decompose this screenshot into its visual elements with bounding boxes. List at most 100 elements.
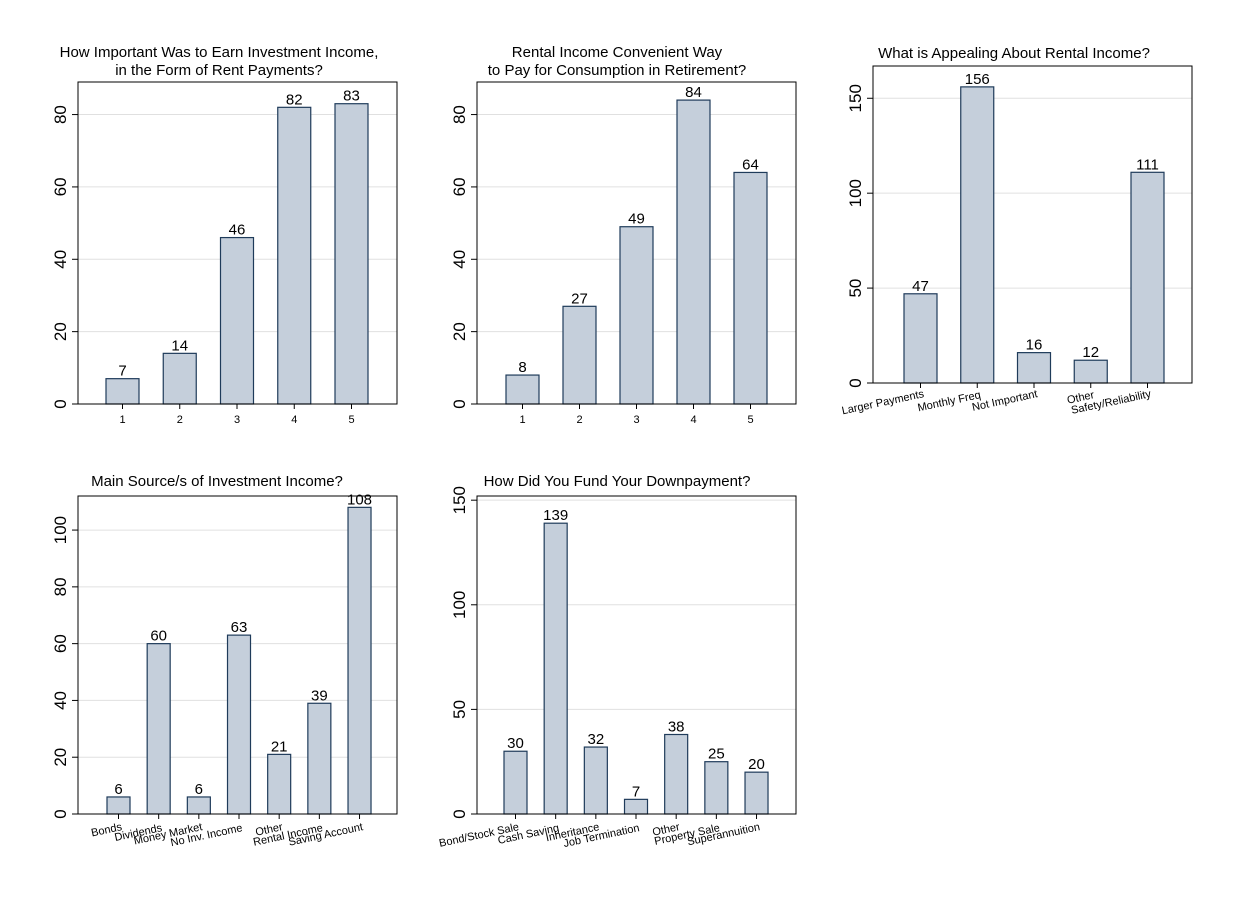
y-tick-label: 0 bbox=[846, 378, 865, 387]
bar-value-label: 6 bbox=[114, 781, 122, 798]
bar bbox=[562, 305, 597, 405]
panel-2: 0 20 40 60 80 8 1 27 2 49 3 84 4 64 5 Rental Income Co… bbox=[450, 44, 797, 426]
bar-value-label: 64 bbox=[742, 156, 759, 173]
category-label: 2 bbox=[177, 414, 183, 426]
panel-3-title-line-1: What is Appealing About Rental Income? bbox=[878, 45, 1150, 62]
bar-value-label: 84 bbox=[685, 84, 702, 101]
y-tick-label: 60 bbox=[51, 634, 70, 653]
panel-4-plot-frame bbox=[77, 495, 398, 815]
bar bbox=[106, 796, 131, 815]
panel-1: 0 20 40 60 80 7 1 14 2 46 3 82 4 83 5 How Important Wa… bbox=[51, 44, 398, 426]
bar-value-label: 39 bbox=[311, 687, 328, 704]
category-label: Other bbox=[1066, 389, 1096, 407]
category-label: 4 bbox=[291, 414, 297, 426]
category-label: 3 bbox=[234, 414, 240, 426]
bar bbox=[583, 746, 608, 815]
y-tick-label: 100 bbox=[450, 591, 469, 619]
bar bbox=[226, 634, 252, 815]
y-tick-label: 80 bbox=[51, 577, 70, 596]
bar-value-label: 6 bbox=[195, 781, 203, 798]
bar bbox=[960, 86, 995, 384]
bar-value-label: 108 bbox=[347, 491, 372, 508]
bar bbox=[733, 171, 768, 405]
bar-value-label: 14 bbox=[171, 337, 188, 354]
category-label: 1 bbox=[519, 414, 525, 426]
category-label: 1 bbox=[119, 414, 125, 426]
bar bbox=[267, 753, 292, 815]
y-tick-label: 20 bbox=[450, 322, 469, 341]
bar bbox=[219, 236, 255, 405]
bar-value-label: 46 bbox=[229, 222, 246, 239]
bar bbox=[744, 771, 769, 815]
category-label: 5 bbox=[747, 414, 753, 426]
bar-value-label: 27 bbox=[571, 290, 588, 307]
bar bbox=[334, 103, 369, 405]
bar bbox=[543, 522, 568, 815]
bar-value-label: 7 bbox=[118, 363, 126, 380]
panel-5-plot-frame bbox=[476, 495, 797, 815]
category-label: 5 bbox=[348, 414, 354, 426]
y-tick-label: 50 bbox=[846, 279, 865, 298]
bar-value-label: 21 bbox=[271, 738, 288, 755]
bar bbox=[1130, 171, 1165, 384]
bar bbox=[105, 378, 140, 405]
bar-value-label: 8 bbox=[518, 359, 526, 376]
y-tick-label: 60 bbox=[450, 177, 469, 196]
bar bbox=[307, 702, 332, 815]
y-tick-label: 80 bbox=[51, 105, 70, 124]
bar-value-label: 25 bbox=[708, 746, 725, 763]
y-tick-label: 0 bbox=[450, 809, 469, 818]
bar-value-label: 7 bbox=[632, 783, 640, 800]
y-tick-label: 80 bbox=[450, 105, 469, 124]
panel-2-title-line-1: Rental Income Convenient Way bbox=[512, 44, 723, 61]
y-tick-label: 0 bbox=[51, 399, 70, 408]
y-tick-label: 40 bbox=[51, 250, 70, 269]
y-tick-label: 40 bbox=[51, 691, 70, 710]
bar bbox=[619, 226, 654, 405]
panel-1-title-line-1: How Important Was to Earn Investment Inc… bbox=[60, 44, 379, 61]
bar bbox=[146, 643, 171, 815]
bar bbox=[277, 106, 312, 405]
bar-value-label: 111 bbox=[1136, 156, 1159, 173]
bar bbox=[505, 374, 540, 405]
y-tick-label: 0 bbox=[51, 809, 70, 818]
category-label: 3 bbox=[633, 414, 639, 426]
panel-1-plot-frame bbox=[77, 81, 398, 405]
bar-value-label: 30 bbox=[507, 735, 524, 752]
panel-2-title-line-2: to Pay for Consumption in Retirement? bbox=[488, 62, 746, 79]
y-tick-label: 40 bbox=[450, 250, 469, 269]
panel-3-plot-frame bbox=[872, 65, 1193, 384]
category-label: Other bbox=[651, 821, 681, 839]
bar bbox=[1016, 352, 1052, 384]
y-tick-label: 60 bbox=[51, 177, 70, 196]
bar-value-label: 60 bbox=[150, 628, 167, 645]
bar-value-label: 63 bbox=[231, 619, 248, 636]
y-tick-label: 100 bbox=[846, 179, 865, 207]
y-tick-label: 20 bbox=[51, 748, 70, 767]
bar-value-label: 12 bbox=[1082, 344, 1099, 361]
bar bbox=[186, 796, 211, 815]
y-tick-label: 150 bbox=[846, 84, 865, 112]
bar-value-label: 156 bbox=[965, 71, 990, 88]
y-tick-label: 20 bbox=[51, 322, 70, 341]
bar bbox=[664, 733, 689, 815]
bar bbox=[676, 99, 711, 405]
y-tick-label: 50 bbox=[450, 700, 469, 719]
category-label: 2 bbox=[576, 414, 582, 426]
y-tick-label: 0 bbox=[450, 399, 469, 408]
bar-value-label: 82 bbox=[286, 91, 303, 108]
panel-2-plot-frame bbox=[476, 81, 797, 405]
panel-1-title-line-2: in the Form of Rent Payments? bbox=[115, 62, 323, 79]
bar-value-label: 47 bbox=[912, 278, 929, 295]
bar-value-label: 20 bbox=[748, 756, 765, 773]
y-tick-label: 100 bbox=[51, 516, 70, 544]
bar bbox=[623, 798, 649, 815]
category-label: 4 bbox=[690, 414, 696, 426]
bar bbox=[704, 761, 729, 815]
category-label: Other bbox=[254, 821, 284, 839]
bar-value-label: 38 bbox=[668, 719, 685, 736]
bar bbox=[1073, 359, 1108, 384]
